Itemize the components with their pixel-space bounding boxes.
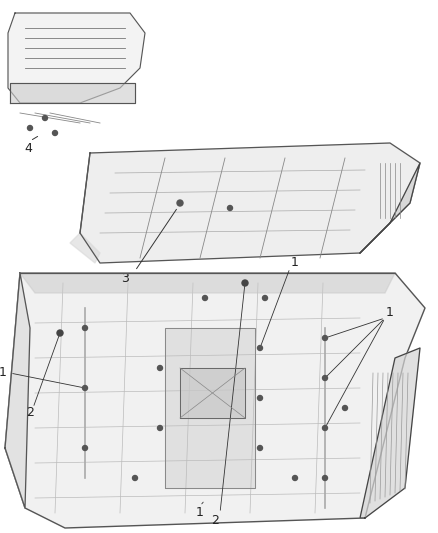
Circle shape <box>322 376 328 381</box>
Circle shape <box>28 125 32 131</box>
Circle shape <box>258 446 262 450</box>
Circle shape <box>133 475 138 481</box>
Circle shape <box>158 366 162 370</box>
Circle shape <box>293 475 297 481</box>
Text: 4: 4 <box>24 141 32 155</box>
Circle shape <box>258 395 262 400</box>
Polygon shape <box>10 83 135 103</box>
Circle shape <box>53 131 57 135</box>
Circle shape <box>42 116 47 120</box>
Text: 1: 1 <box>386 306 394 319</box>
Polygon shape <box>70 233 100 263</box>
Text: 1: 1 <box>291 256 299 270</box>
Text: 2: 2 <box>26 407 34 419</box>
Circle shape <box>177 200 183 206</box>
Text: 2: 2 <box>211 513 219 527</box>
Polygon shape <box>165 328 255 488</box>
Polygon shape <box>5 273 425 528</box>
Polygon shape <box>8 13 145 103</box>
Circle shape <box>322 425 328 431</box>
Circle shape <box>322 335 328 341</box>
Polygon shape <box>360 163 420 253</box>
Circle shape <box>262 295 268 301</box>
Circle shape <box>258 345 262 351</box>
Circle shape <box>82 446 88 450</box>
Polygon shape <box>180 368 245 418</box>
Polygon shape <box>360 348 420 518</box>
Circle shape <box>82 385 88 391</box>
Circle shape <box>343 406 347 410</box>
Polygon shape <box>80 143 420 263</box>
Text: 1: 1 <box>196 506 204 520</box>
Circle shape <box>242 280 248 286</box>
Circle shape <box>158 425 162 431</box>
Circle shape <box>82 326 88 330</box>
Circle shape <box>202 295 208 301</box>
Circle shape <box>227 206 233 211</box>
Circle shape <box>322 475 328 481</box>
Text: 1: 1 <box>0 367 7 379</box>
Text: 3: 3 <box>121 271 129 285</box>
Circle shape <box>57 330 63 336</box>
Polygon shape <box>5 273 30 508</box>
Polygon shape <box>20 273 395 293</box>
